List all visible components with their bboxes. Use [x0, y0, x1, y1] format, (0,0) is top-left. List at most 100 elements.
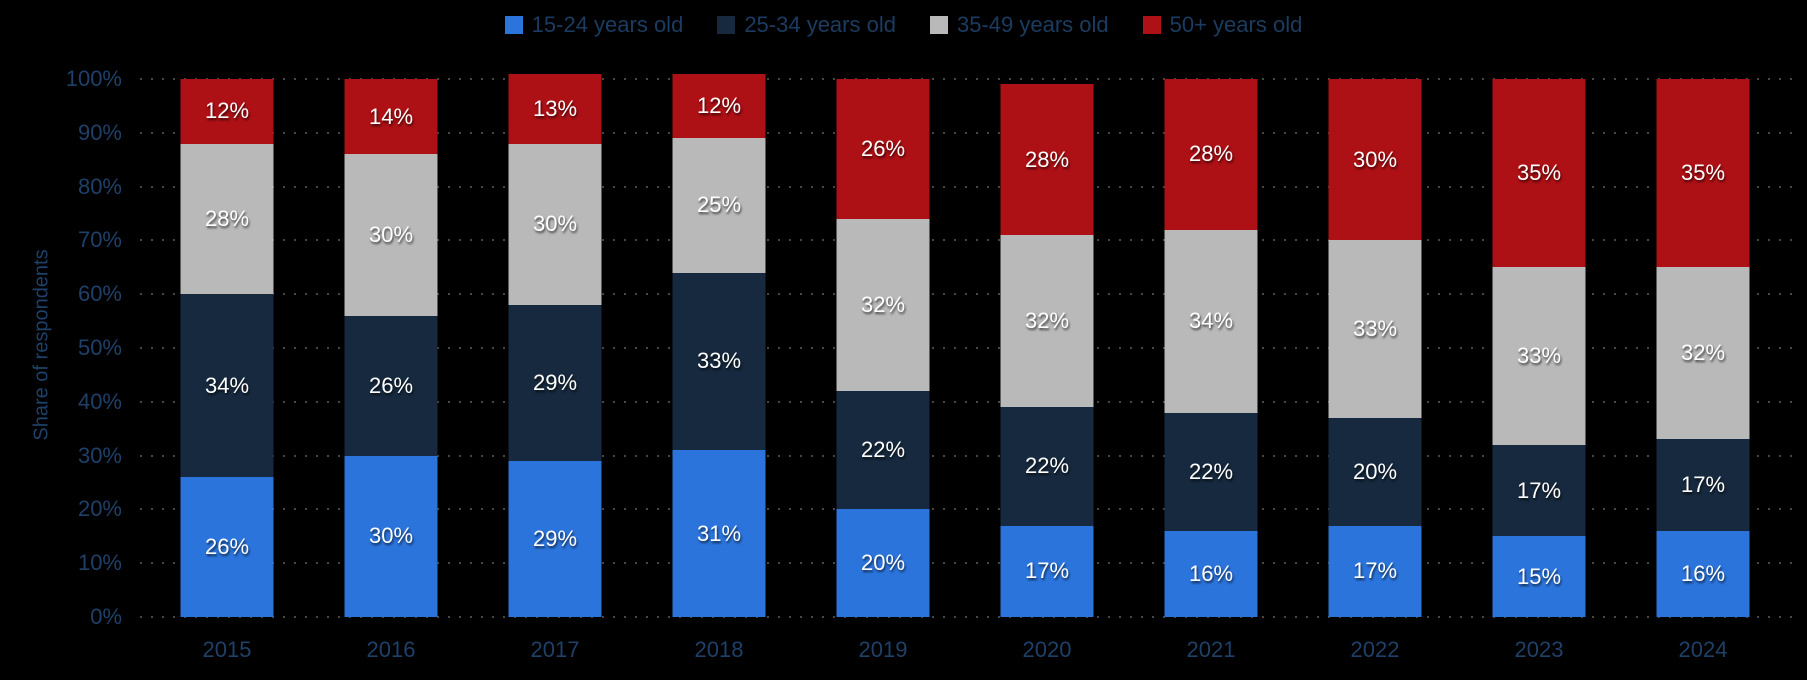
bar-stack: 26% 34% 28% 12% — [180, 79, 274, 617]
bar-value-label: 12% — [696, 92, 742, 118]
bar-column: 17% 20% 33% 30% 2022 — [1293, 79, 1457, 661]
y-tick-label: 10% — [77, 550, 122, 576]
bar-column: 31% 33% 25% 12% 2018 — [637, 73, 801, 661]
bar-segment: 34% — [1164, 229, 1258, 413]
bar-segment: 22% — [1164, 412, 1258, 531]
legend-swatch-icon — [504, 16, 523, 34]
bar-segment: 31% — [672, 450, 766, 617]
bar-segment: 25% — [672, 138, 766, 273]
bar-value-label: 35% — [1516, 160, 1562, 186]
legend-label: 15-24 years old — [531, 12, 684, 37]
bar-segment: 35% — [1656, 79, 1750, 268]
bar-value-label: 32% — [1024, 308, 1070, 334]
bar-segment: 29% — [508, 304, 602, 461]
bar-segment: 26% — [344, 315, 438, 456]
gridline — [140, 293, 1798, 296]
bar-value-label: 32% — [860, 291, 906, 317]
bar-value-label: 20% — [1352, 458, 1398, 484]
bar-segment: 26% — [836, 79, 930, 219]
bar-segment: 28% — [180, 143, 274, 295]
bar-segment: 22% — [1000, 407, 1094, 526]
legend-item: 50+ years old — [1142, 12, 1303, 37]
bar-value-label: 29% — [532, 369, 578, 395]
bar-value-label: 22% — [860, 437, 906, 463]
legend-swatch-icon — [1142, 16, 1161, 34]
bar-segment: 26% — [180, 477, 274, 617]
x-tick-label: 2022 — [1350, 637, 1400, 662]
bar-stack: 29% 29% 30% 13% — [508, 73, 602, 617]
bar-segment: 16% — [1656, 530, 1750, 617]
bar-value-label: 16% — [1188, 560, 1234, 586]
bar-segment: 30% — [344, 154, 438, 316]
y-tick-label: 50% — [77, 335, 122, 360]
bar-stack: 20% 22% 32% 26% — [836, 79, 930, 617]
bar-value-label: 16% — [1680, 560, 1726, 586]
bar-segment: 33% — [672, 272, 766, 451]
bars-area: 26% 34% 28% 12% 2015 30% 26% 30% 14% 2016 29% 29% 30… — [145, 73, 1785, 661]
legend-swatch-icon — [717, 16, 736, 34]
bar-segment: 30% — [344, 455, 438, 617]
bar-segment: 34% — [180, 294, 274, 478]
legend-label: 35-49 years old — [956, 12, 1109, 37]
bar-value-label: 17% — [1024, 558, 1070, 584]
x-tick-label: 2017 — [530, 637, 580, 662]
bar-column: 30% 26% 30% 14% 2016 — [309, 79, 473, 661]
bar-value-label: 33% — [1352, 316, 1398, 342]
bar-segment: 13% — [508, 73, 602, 144]
bar-segment: 17% — [1492, 444, 1586, 537]
gridline — [140, 239, 1798, 242]
bar-value-label: 35% — [1680, 160, 1726, 186]
gridline — [140, 400, 1798, 403]
legend-label: 25-34 years old — [744, 12, 896, 37]
legend-item: 15-24 years old — [504, 12, 684, 37]
gridline — [140, 562, 1798, 565]
bar-value-label: 14% — [368, 103, 414, 129]
bar-value-label: 22% — [1024, 453, 1070, 479]
x-tick-label: 2015 — [202, 637, 252, 662]
bar-value-label: 34% — [1188, 308, 1234, 334]
bar-value-label: 30% — [368, 222, 414, 248]
y-tick-label: 0% — [90, 604, 122, 629]
gridline — [140, 616, 1798, 618]
x-tick-label: 2019 — [858, 637, 908, 662]
bar-segment: 30% — [1328, 79, 1422, 241]
bar-value-label: 33% — [1516, 343, 1562, 369]
bar-value-label: 28% — [1024, 146, 1070, 172]
bar-value-label: 28% — [204, 205, 250, 231]
bar-value-label: 15% — [1516, 563, 1562, 589]
bar-value-label: 26% — [368, 372, 414, 398]
bar-segment: 30% — [508, 143, 602, 305]
legend-label: 50+ years old — [1169, 12, 1303, 37]
gridline — [140, 131, 1798, 134]
y-tick-label: 20% — [77, 496, 122, 522]
bar-value-label: 31% — [696, 520, 742, 546]
bar-stack: 30% 26% 30% 14% — [344, 79, 438, 617]
bar-stack: 17% 22% 32% 28% — [1000, 84, 1094, 617]
x-tick-label: 2018 — [694, 637, 744, 662]
chart-legend: 15-24 years old 25-34 years old 35-49 year… — [0, 14, 1807, 36]
y-tick-label: 70% — [77, 227, 122, 253]
legend-item: 25-34 years old — [717, 14, 896, 36]
bar-segment: 28% — [1164, 79, 1258, 230]
bar-value-label: 25% — [696, 192, 742, 218]
bar-value-label: 29% — [532, 525, 578, 551]
bar-column: 15% 17% 33% 35% 2023 — [1457, 79, 1621, 661]
bar-segment: 33% — [1492, 267, 1586, 445]
bar-segment: 17% — [1000, 525, 1094, 617]
bar-segment: 12% — [672, 73, 766, 139]
gridline — [140, 454, 1798, 457]
bar-segment: 28% — [1000, 84, 1094, 236]
bar-segment: 17% — [1328, 525, 1422, 617]
bar-value-label: 17% — [1516, 477, 1562, 503]
y-tick-label: 90% — [77, 119, 122, 145]
gridline — [140, 508, 1798, 511]
bar-column: 29% 29% 30% 13% 2017 — [473, 73, 637, 661]
bar-stack: 31% 33% 25% 12% — [672, 73, 766, 617]
bar-segment: 32% — [836, 218, 930, 392]
bar-value-label: 12% — [204, 98, 250, 124]
bar-segment: 14% — [344, 79, 438, 155]
bar-value-label: 13% — [532, 95, 578, 121]
bar-segment: 12% — [180, 79, 274, 144]
bar-column: 16% 17% 32% 35% 2024 — [1621, 79, 1785, 661]
